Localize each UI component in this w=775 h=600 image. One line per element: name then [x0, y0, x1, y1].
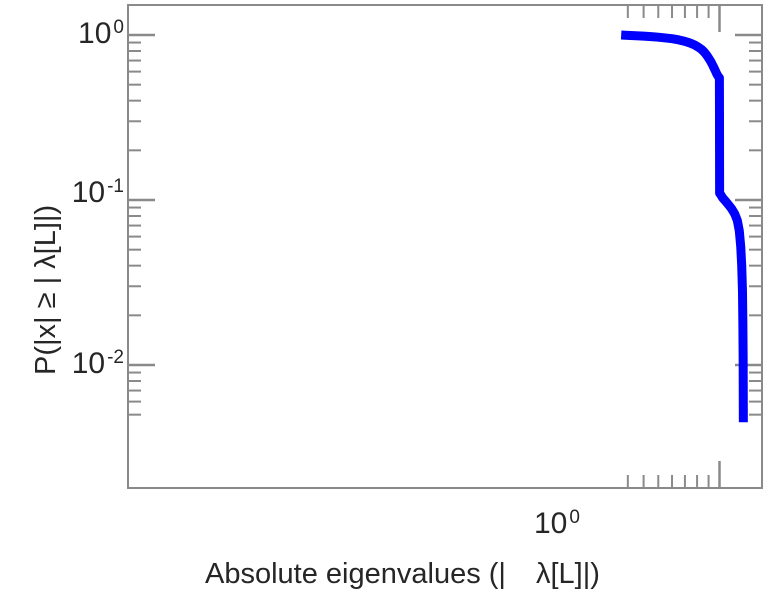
y-tick-label-1: 10 0	[78, 17, 124, 50]
y-axis-title: P(|x| ≥ | λ[L]|)	[30, 204, 62, 375]
y-tick-label-0p1: 10 -1	[71, 176, 124, 209]
x-axis-title: Absolute eigenvalues (| λ[L]|)	[205, 558, 600, 590]
plot-area	[127, 4, 763, 489]
x-tick-label-1: 10 0	[534, 507, 580, 540]
y-tick-label-0p01: 10 -2	[71, 347, 124, 380]
